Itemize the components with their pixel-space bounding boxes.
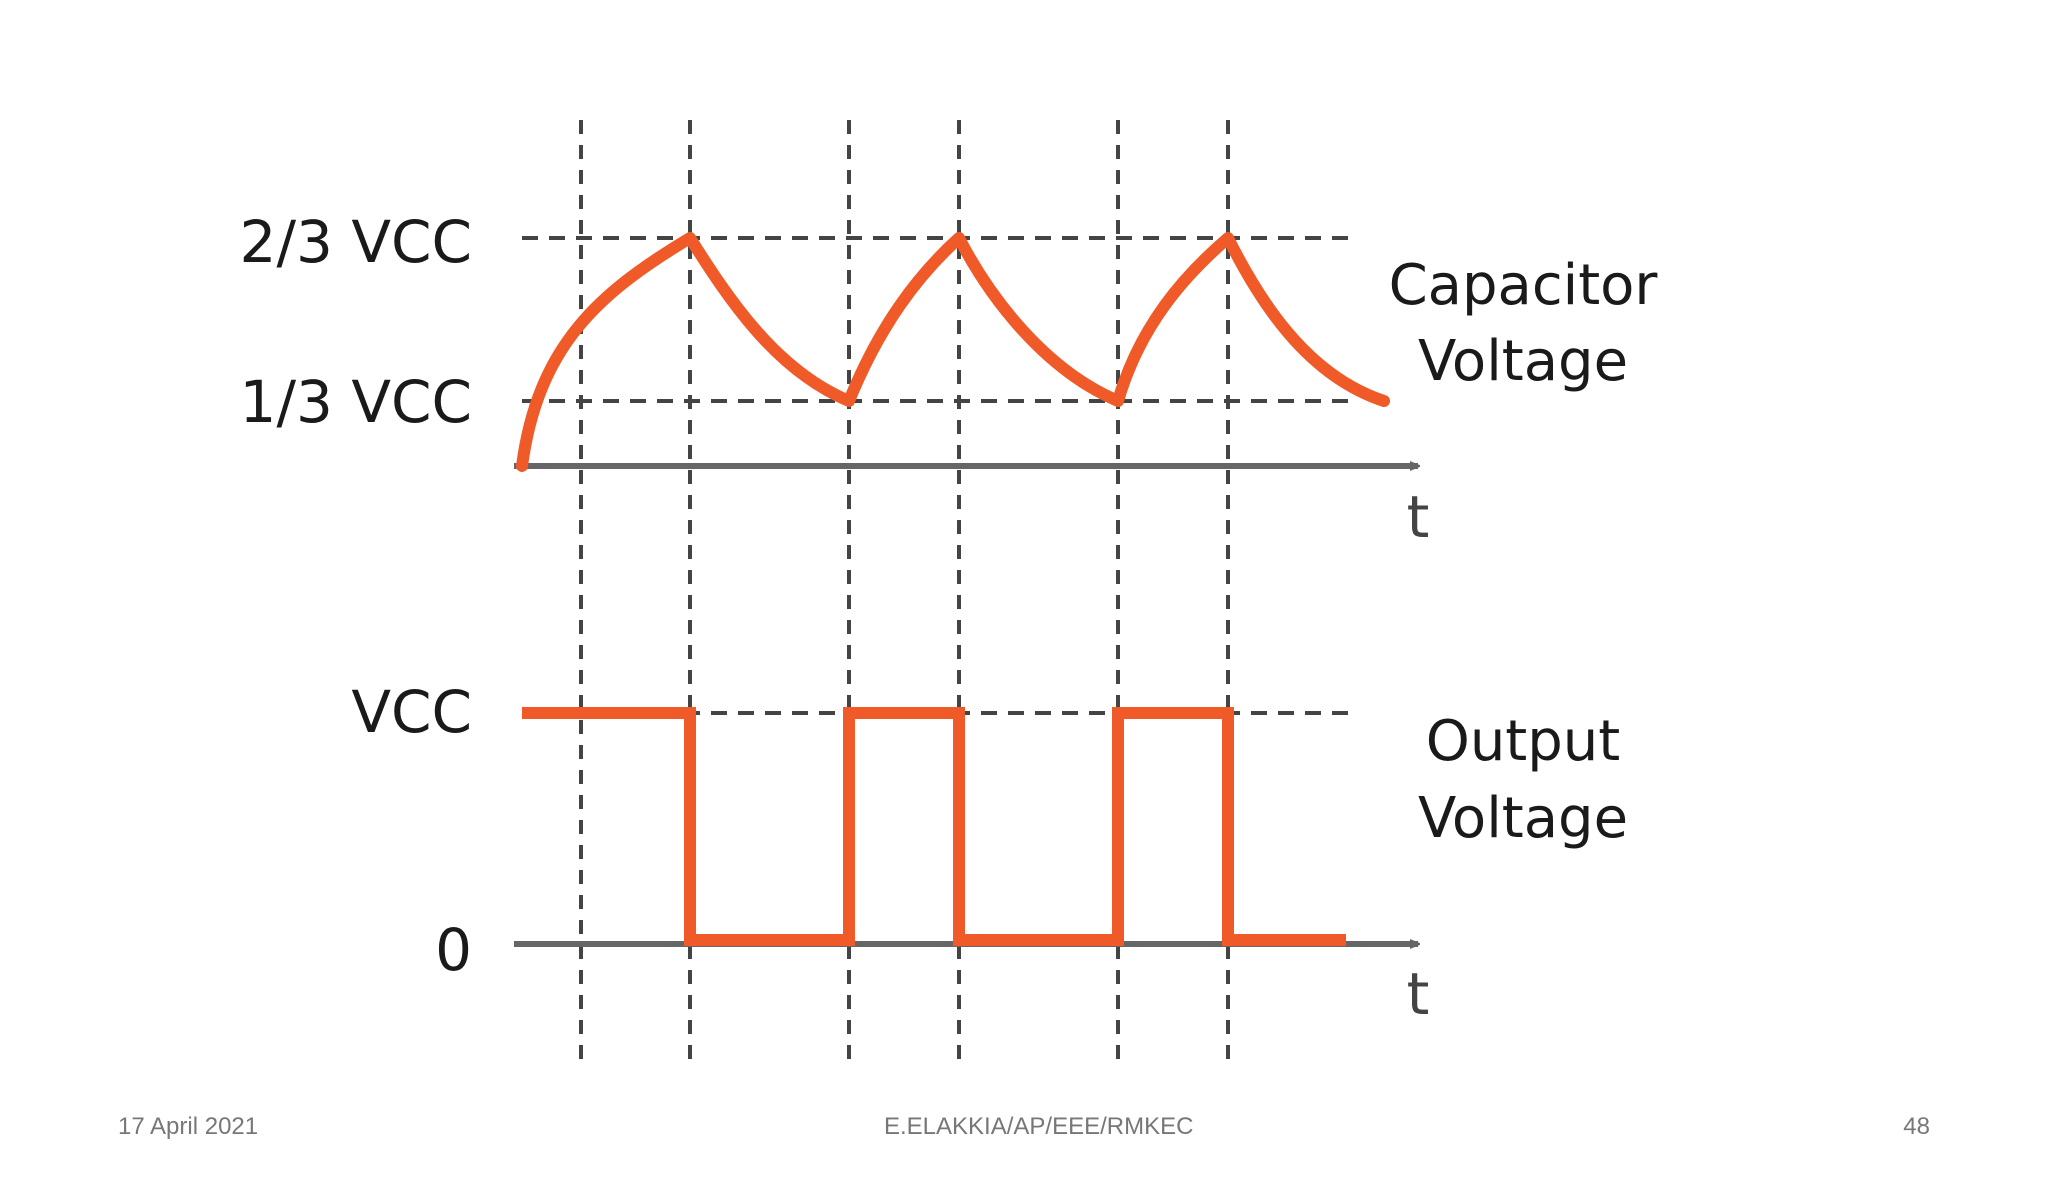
- horizontal-level-guides: [522, 236, 1355, 715]
- capacitor-voltage-waveform: [516, 232, 1390, 472]
- footer-date: 17 April 2021: [118, 1113, 259, 1140]
- footer-author: E.ELAKKIA/AP/EEE/RMKEC: [884, 1113, 1194, 1140]
- upper-threshold-label: 2/3 VCC: [240, 208, 472, 276]
- zero-level-label: 0: [435, 916, 472, 984]
- output-voltage-label-line-2: Voltage: [1418, 786, 1628, 851]
- output-voltage-label-line-1: Output: [1426, 709, 1621, 774]
- output-voltage-waveform: [522, 707, 1346, 946]
- vcc-level-label: VCC: [351, 678, 472, 746]
- lower-threshold-label: 1/3 VCC: [240, 368, 472, 436]
- output-time-axis-label: t: [1407, 960, 1430, 1028]
- capacitor-voltage-label-line-1: Capacitor: [1389, 253, 1659, 318]
- vertical-timing-guides: [579, 120, 1230, 1060]
- capacitor-voltage-label-line-2: Voltage: [1418, 329, 1628, 394]
- footer-page-number: 48: [1903, 1113, 1930, 1140]
- capacitor-time-axis-label: t: [1407, 483, 1430, 551]
